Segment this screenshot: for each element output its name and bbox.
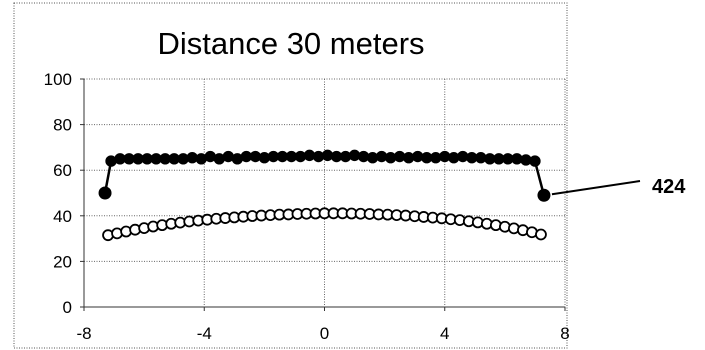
x-tick-label: -4 xyxy=(197,324,212,343)
axes xyxy=(80,78,566,311)
data-point xyxy=(535,228,547,241)
x-tick-label: 4 xyxy=(440,324,449,343)
x-tick-label: 0 xyxy=(320,324,329,343)
data-point xyxy=(537,188,551,202)
annotations: 424 xyxy=(551,176,686,198)
data-point xyxy=(98,186,112,200)
x-tick-label: -8 xyxy=(76,324,91,343)
chart-frame xyxy=(13,2,568,349)
y-tick-label: 100 xyxy=(44,70,72,89)
y-tick-label: 60 xyxy=(53,161,72,180)
y-tick-label: 80 xyxy=(53,116,72,135)
y-tick-label: 40 xyxy=(53,207,72,226)
data-point xyxy=(529,155,541,167)
series xyxy=(98,149,551,242)
x-tick-label: 8 xyxy=(560,324,569,343)
tick-labels: 0 20 40 60 80 100 -8 -4 0 4 8 xyxy=(44,70,570,343)
annotation-leader-line xyxy=(551,180,641,196)
y-tick-label: 20 xyxy=(53,252,72,271)
y-tick-label: 0 xyxy=(63,298,72,317)
series-1 xyxy=(98,149,551,202)
series-2 xyxy=(102,207,547,242)
annotation-label: 424 xyxy=(652,176,686,198)
chart-title: Distance 30 meters xyxy=(157,26,424,61)
grid xyxy=(83,78,566,307)
